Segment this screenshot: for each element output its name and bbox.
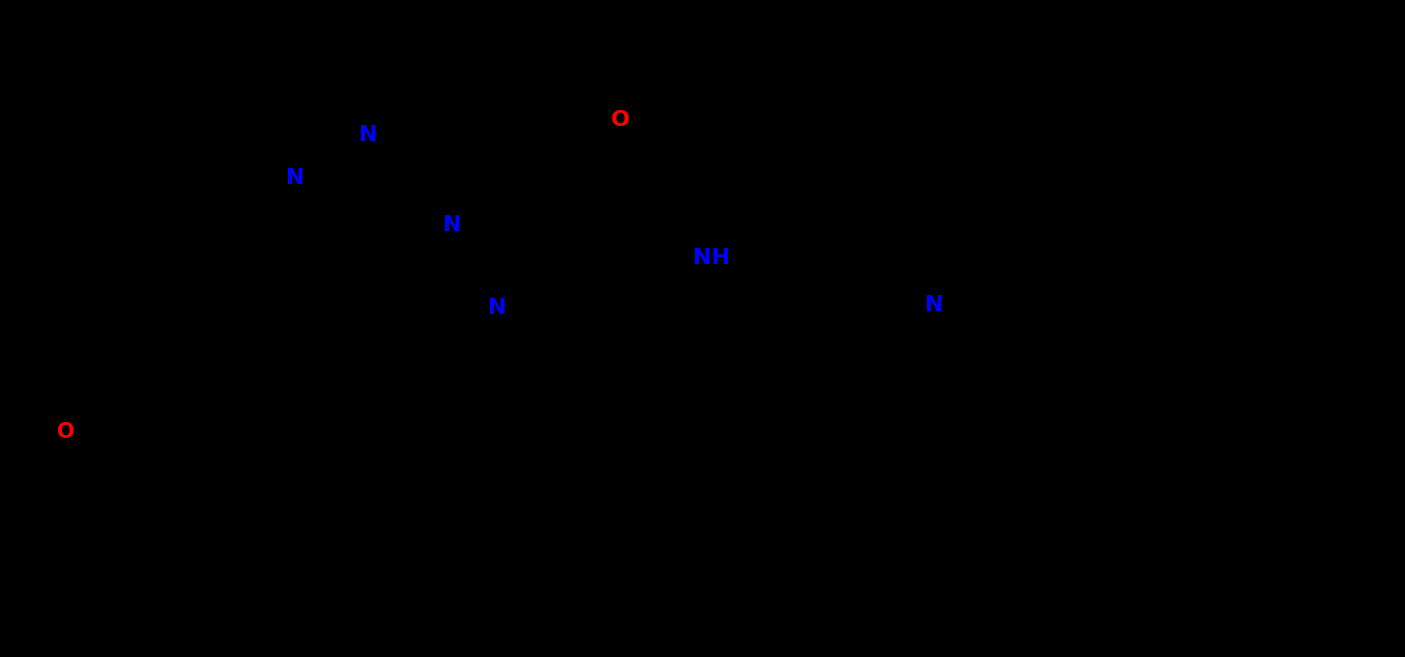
Text: N: N: [443, 215, 461, 235]
Text: NH: NH: [693, 248, 731, 268]
Text: N: N: [358, 125, 378, 145]
Text: N: N: [924, 295, 944, 315]
Text: N: N: [488, 298, 506, 318]
Text: N: N: [285, 168, 305, 188]
Text: O: O: [56, 422, 74, 443]
Text: O: O: [611, 110, 629, 130]
